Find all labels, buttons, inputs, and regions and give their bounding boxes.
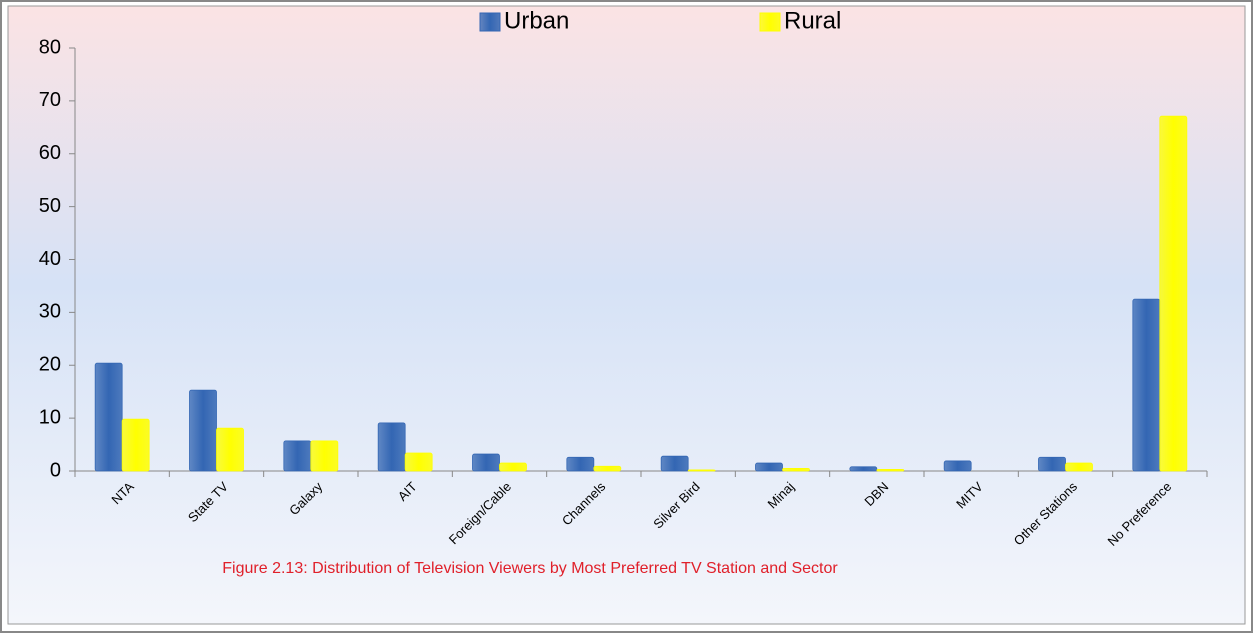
- y-tick-label: 20: [39, 354, 61, 376]
- bar: [1038, 456, 1066, 472]
- bar: [1065, 462, 1093, 472]
- y-tick-label: 10: [39, 406, 61, 428]
- y-tick-label: 60: [39, 142, 61, 164]
- bar: [283, 440, 312, 472]
- bar: [660, 455, 689, 472]
- bar: [377, 422, 406, 472]
- bar: [849, 466, 878, 472]
- y-tick-label: 40: [39, 248, 61, 270]
- bar: [94, 362, 123, 472]
- legend-swatch: [479, 12, 501, 32]
- bar: [310, 440, 339, 472]
- bar: [782, 467, 810, 472]
- bar: [876, 469, 905, 472]
- bar: [121, 418, 150, 472]
- legend-label: Rural: [784, 7, 841, 34]
- y-tick-label: 0: [50, 459, 61, 481]
- y-tick-label: 70: [39, 89, 61, 111]
- caption: Figure 2.13: Distribution of Television …: [222, 560, 838, 577]
- y-tick-label: 80: [39, 36, 61, 58]
- bar: [216, 427, 244, 472]
- bar: [687, 469, 716, 472]
- bar: [755, 462, 783, 472]
- chart-area: [7, 5, 1246, 625]
- bar: [189, 389, 217, 472]
- legend-label: Urban: [504, 7, 569, 34]
- legend-swatch: [759, 12, 781, 32]
- bar: [499, 462, 527, 472]
- y-tick-label: 50: [39, 195, 61, 217]
- bar: [566, 456, 595, 472]
- bar: [593, 465, 622, 472]
- bar: [1132, 298, 1161, 472]
- bar: [472, 453, 500, 472]
- bar: [943, 460, 972, 472]
- y-tick-label: 30: [39, 301, 61, 323]
- bar: [1159, 115, 1188, 472]
- bar: [404, 452, 433, 472]
